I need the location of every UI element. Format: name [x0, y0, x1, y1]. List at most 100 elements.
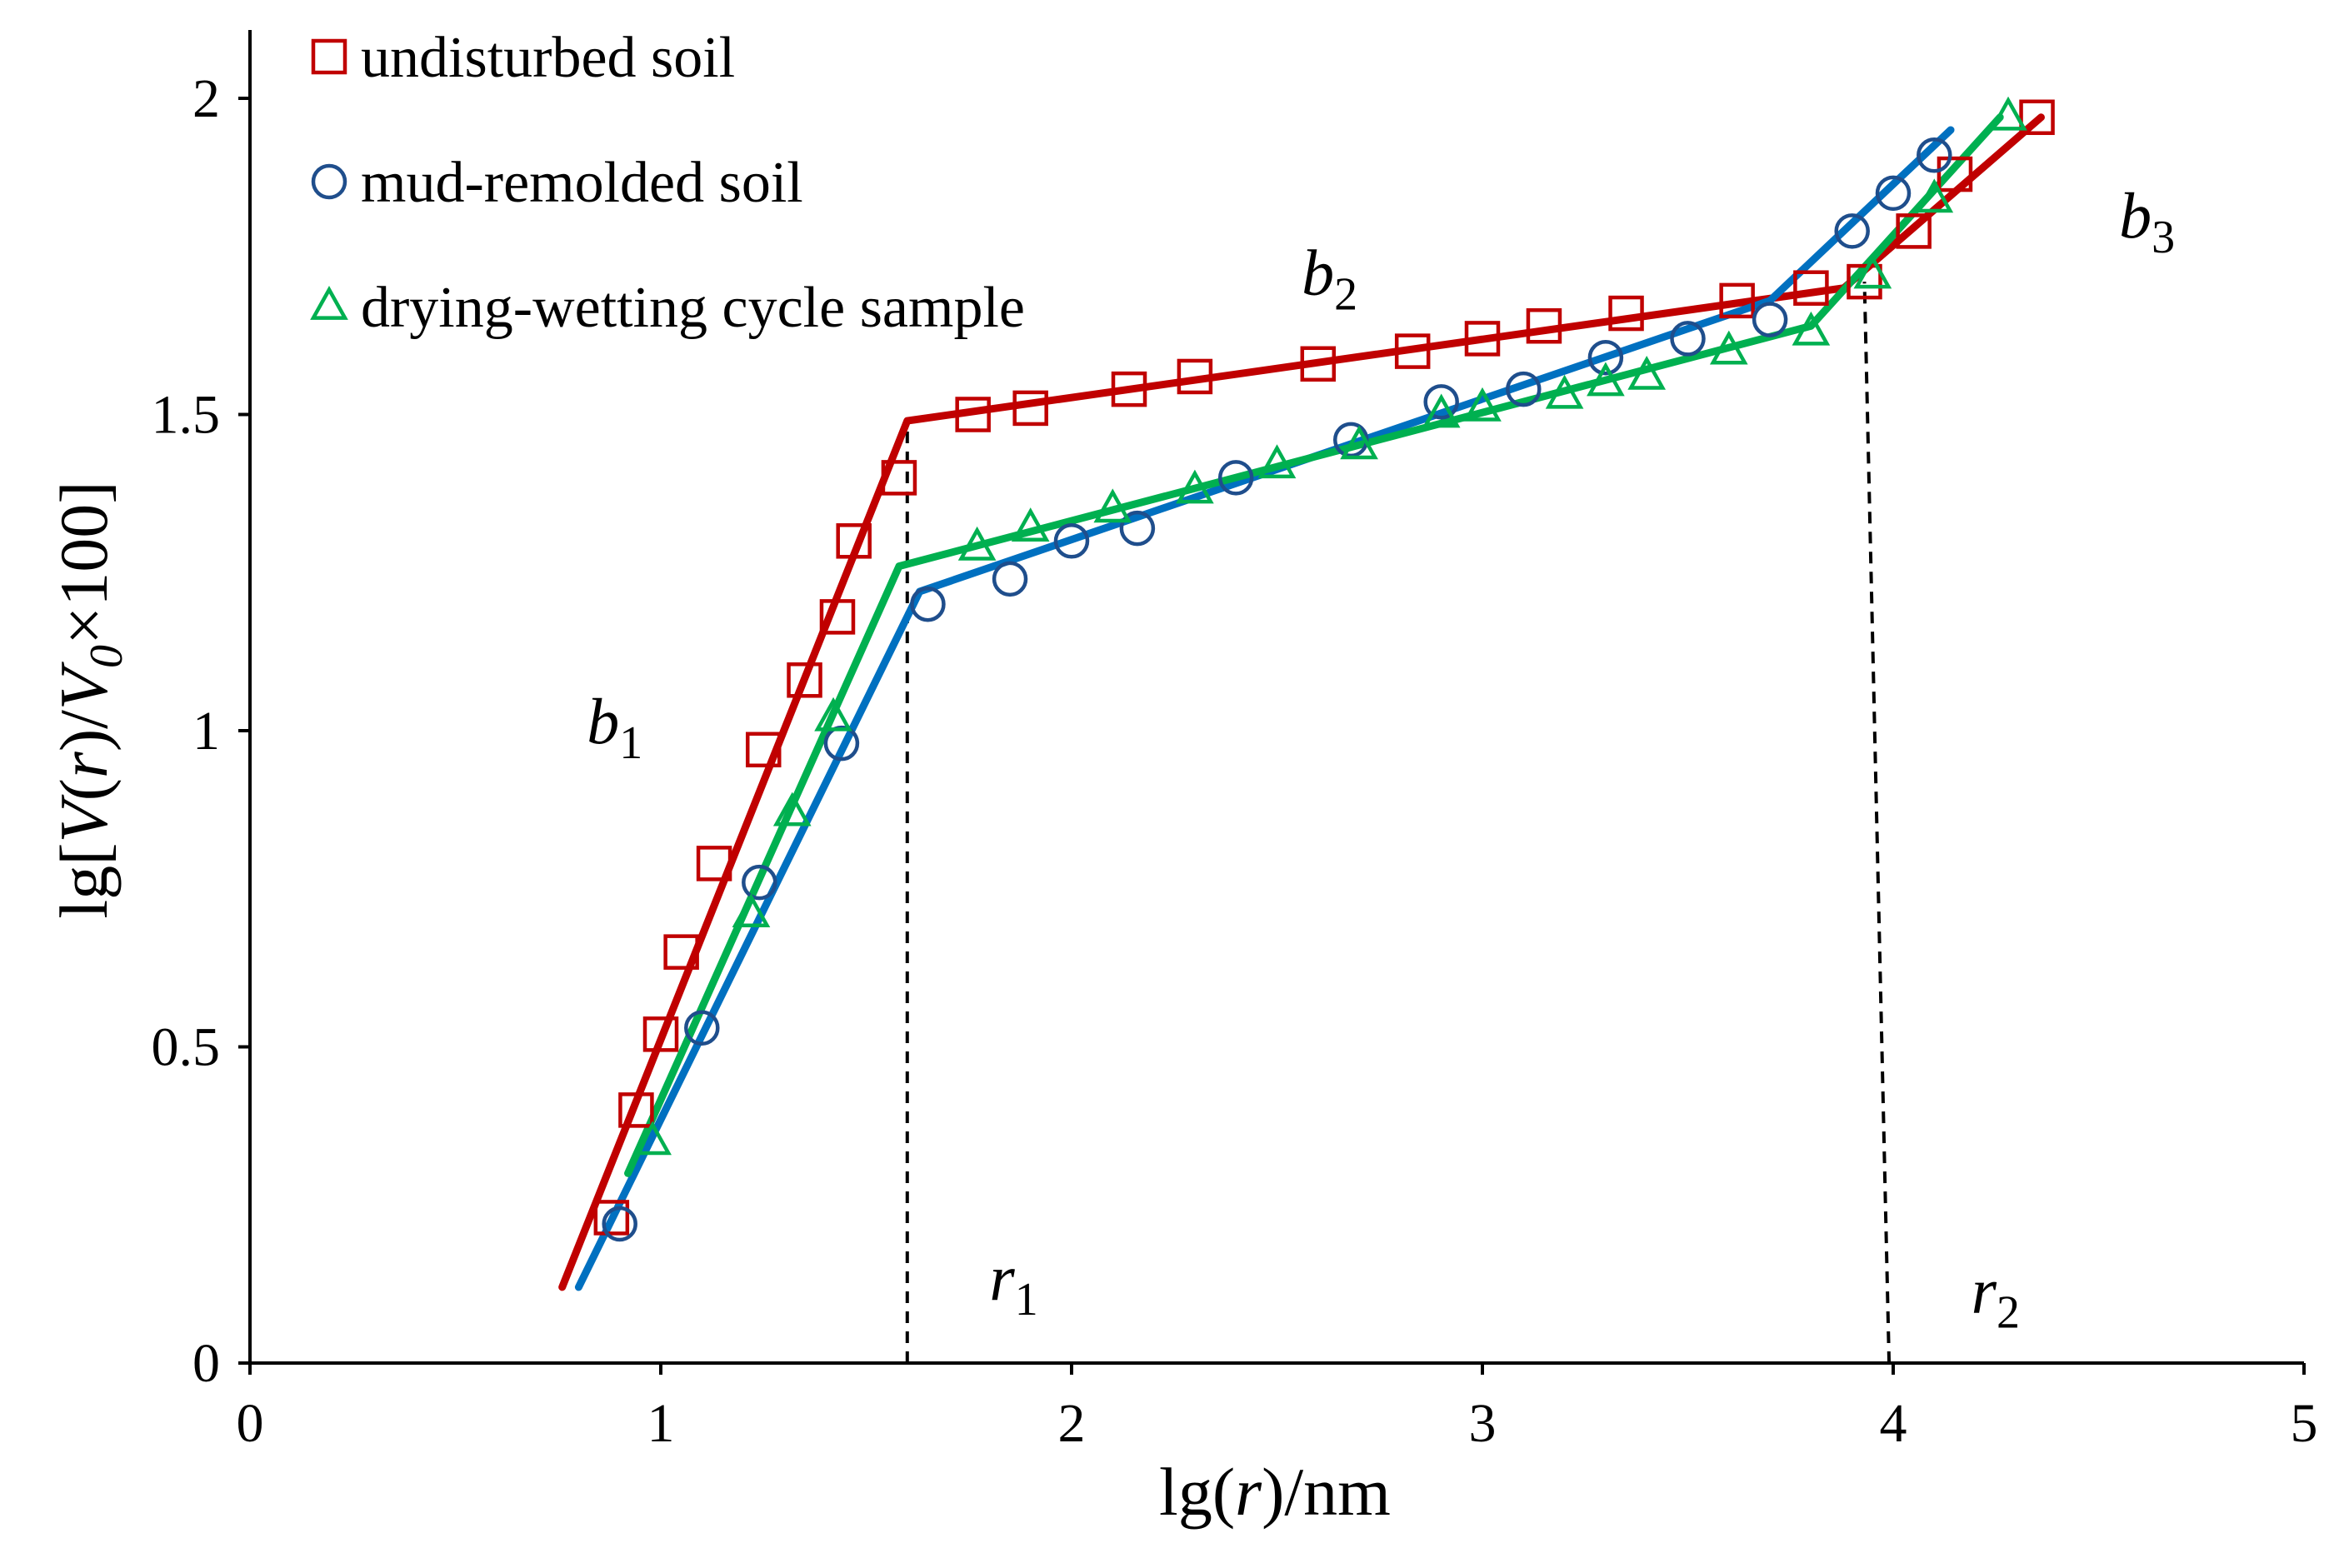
y-title-subscript: 0 — [81, 645, 132, 668]
y-tick-label: 2 — [192, 68, 220, 129]
data-point-circle — [684, 1010, 720, 1046]
slope-b1-var: b — [587, 685, 619, 757]
slope-b1-subscript: 1 — [619, 717, 642, 769]
axes-layer: 0 1 2 3 4 5 0 0.5 1 1.5 2 — [152, 30, 2318, 1454]
legend-marker-square — [311, 38, 347, 75]
y-title-part: ( — [46, 778, 122, 801]
slope-b3: b3 — [2119, 179, 2175, 263]
fit-line-series-2 — [624, 113, 2004, 1177]
data-point-triangle — [1915, 178, 1954, 213]
data-point-circle — [1917, 137, 1952, 173]
fit-lines-layer — [558, 113, 2045, 1291]
data-point-circle — [1670, 321, 1706, 357]
data-point-circle — [1875, 175, 1912, 212]
data-point-circle — [1217, 460, 1254, 496]
data-point-circle — [992, 561, 1028, 597]
data-point-square — [955, 397, 991, 432]
data-point-circle — [1506, 371, 1542, 407]
y-title-var: V — [46, 662, 122, 710]
data-point-circle — [1119, 510, 1156, 547]
data-point-square — [618, 1092, 654, 1128]
data-point-square — [593, 1200, 630, 1236]
y-title-var: V — [46, 794, 122, 842]
y-title-var: r — [46, 751, 122, 778]
data-point-square — [1464, 321, 1501, 357]
data-point-circle — [910, 586, 946, 622]
data-point-triangle — [1011, 507, 1050, 542]
legend-label: undisturbed soil — [361, 26, 735, 90]
data-point-triangle — [957, 526, 997, 561]
data-point-triangle — [1709, 330, 1748, 365]
y-tick-label: 0.5 — [152, 1017, 221, 1078]
data-point-square — [1937, 156, 1973, 192]
data-point-square — [1896, 213, 1932, 249]
data-point-square — [1793, 270, 1829, 306]
data-point-triangle — [1627, 355, 1667, 390]
x-tick-label: 4 — [1880, 1393, 1907, 1454]
x-tick-label: 1 — [647, 1393, 675, 1454]
data-point-square — [1608, 295, 1644, 332]
legend-label: drying-wetting cycle sample — [361, 276, 1025, 340]
x-tick-label: 0 — [237, 1393, 264, 1454]
data-point-square — [1847, 263, 1882, 300]
legend-label: mud-remolded soil — [361, 151, 803, 215]
data-point-circle — [1834, 213, 1870, 249]
y-title-part: lg[ — [46, 842, 122, 918]
data-point-triangle — [1176, 469, 1214, 504]
data-point-square — [787, 662, 822, 698]
data-point-square — [1012, 390, 1048, 427]
legend: undisturbed soil mud-remolded soil drying-… — [310, 26, 1025, 340]
data-point-square — [1394, 333, 1431, 369]
pore-r1: r1 — [989, 1241, 1037, 1326]
x-tick-label: 5 — [2291, 1393, 2318, 1454]
y-tick-label: 0 — [192, 1333, 220, 1394]
data-point-triangle — [633, 1121, 672, 1156]
slope-b3-var: b — [2119, 179, 2152, 252]
y-title-part: ×100] — [46, 481, 122, 645]
data-point-square — [663, 934, 699, 970]
data-point-square — [1719, 282, 1755, 319]
data-point-square — [2019, 99, 2055, 136]
pore-r2: r2 — [1972, 1254, 2020, 1338]
data-point-square — [836, 523, 872, 559]
slope-b2: b2 — [1302, 236, 1357, 320]
reference-lines-layer — [905, 282, 1892, 1364]
pore-r2-subscript: 2 — [1997, 1286, 2020, 1338]
data-point-triangle — [1587, 362, 1625, 397]
data-point-triangle — [1463, 387, 1502, 422]
y-axis-title: lg[V(r)/V0×100] — [46, 481, 132, 918]
data-point-square — [1526, 307, 1562, 344]
data-point-triangle — [1545, 374, 1584, 409]
data-point-circle — [742, 864, 777, 901]
data-point-circle — [1053, 523, 1090, 559]
legend-marker-circle — [311, 163, 347, 200]
data-point-square — [1300, 346, 1337, 382]
slope-b2-var: b — [1302, 236, 1334, 308]
data-point-square — [1111, 371, 1147, 407]
data-point-triangle — [1422, 393, 1461, 428]
y-title-part: )/ — [46, 710, 122, 752]
data-point-circle — [1752, 302, 1788, 337]
data-point-triangle — [814, 697, 852, 732]
data-point-square — [819, 599, 856, 635]
x-axis-title-var: r — [1235, 1454, 1262, 1530]
data-point-square — [1177, 358, 1213, 395]
markers-layer — [593, 96, 2055, 1242]
data-point-square — [881, 460, 917, 496]
pore-r2-var: r — [1972, 1254, 1997, 1326]
slope-b2-subscript: 2 — [1334, 268, 1357, 320]
data-point-triangle — [1853, 254, 1892, 289]
x-tick-label: 2 — [1058, 1393, 1086, 1454]
fit-line-series-0 — [558, 113, 2045, 1291]
slope-b1: b1 — [587, 685, 642, 769]
legend-marker-triangle — [310, 285, 348, 320]
reference-line-r2 — [1862, 282, 1892, 1364]
x-axis-title: lg(r)/nm — [1159, 1454, 1391, 1530]
data-point-square — [642, 1016, 679, 1052]
slope-b3-subscript: 3 — [2152, 212, 2175, 263]
data-point-triangle — [1340, 425, 1378, 460]
y-tick-label: 1 — [192, 701, 220, 762]
data-point-triangle — [772, 791, 812, 826]
data-point-circle — [1423, 384, 1459, 420]
data-point-square — [696, 846, 732, 881]
